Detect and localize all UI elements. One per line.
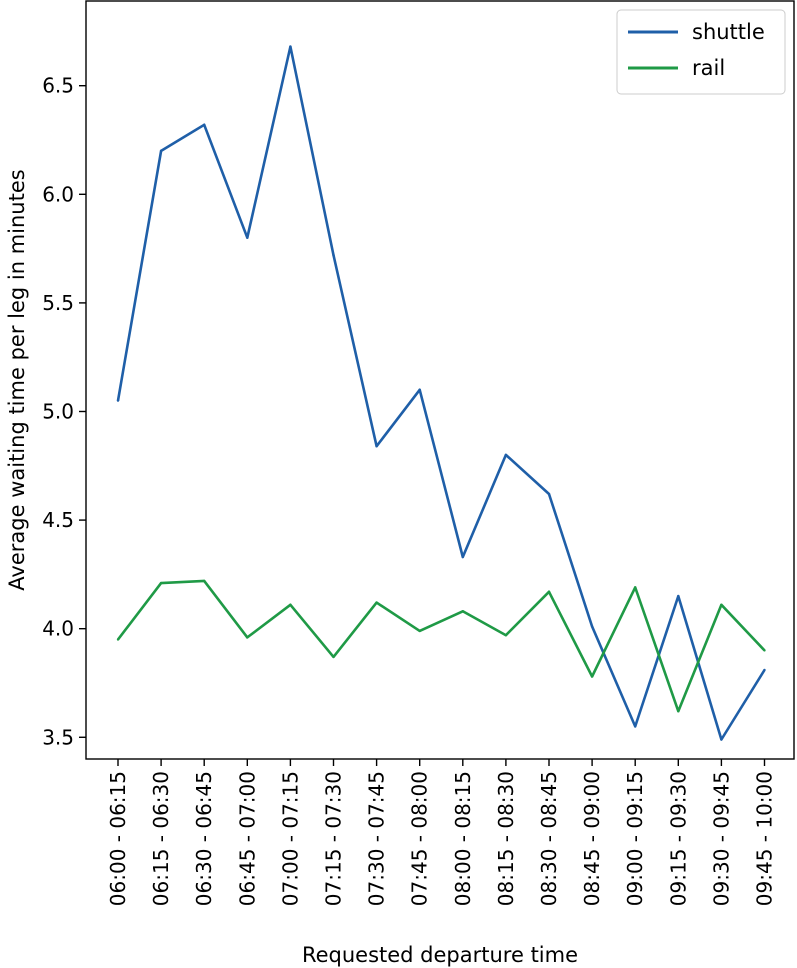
y-tick-label: 5.5 [42, 291, 74, 315]
data-point-shuttle [504, 453, 508, 457]
y-tick-label: 4.0 [42, 617, 74, 641]
data-point-shuttle [461, 555, 464, 559]
x-tick-label: 09:30 - 09:45 [709, 771, 733, 906]
x-tick-label: 07:30 - 07:45 [365, 771, 389, 906]
y-axis-label: Average waiting time per leg in minutes [5, 169, 29, 590]
y-tick-label: 4.5 [42, 508, 74, 532]
data-point-shuttle [418, 388, 421, 391]
data-point-rail [634, 586, 637, 589]
data-point-rail [332, 655, 335, 659]
x-tick-label: 08:30 - 08:45 [537, 771, 561, 906]
plot-frame [85, 0, 795, 760]
data-point-rail [246, 636, 249, 639]
y-axis-ticks: 3.5 4.0 4.5 5.0 5.5 6.0 6.5 [42, 74, 86, 749]
data-point-shuttle [547, 492, 551, 496]
x-tick-label: 07:15 - 07:30 [322, 771, 346, 906]
series-line-shuttle [116, 45, 766, 741]
y-tick-label: 6.0 [42, 182, 74, 206]
x-tick-label: 09:15 - 09:30 [666, 771, 690, 906]
data-point-shuttle [159, 149, 163, 153]
data-point-shuttle [375, 445, 378, 448]
x-tick-label: 07:00 - 07:15 [278, 771, 302, 906]
series-line-rail [116, 579, 766, 713]
x-tick-label: 09:00 - 09:15 [623, 771, 647, 906]
x-tick-label: 08:15 - 08:30 [494, 771, 518, 906]
data-point-rail [763, 649, 766, 652]
x-tick-label: 08:45 - 09:00 [580, 771, 604, 906]
y-tick-label: 5.0 [42, 399, 74, 423]
legend-label-rail: rail [692, 56, 725, 80]
data-point-shuttle [677, 594, 680, 598]
data-point-shuttle [289, 45, 292, 48]
data-point-shuttle [332, 253, 335, 257]
data-point-rail [203, 579, 206, 583]
series-lines [116, 45, 766, 741]
data-point-rail [418, 629, 421, 633]
y-tick-label: 6.5 [42, 74, 74, 98]
data-point-shuttle [116, 399, 120, 402]
data-point-rail [590, 675, 594, 678]
data-point-rail [547, 590, 551, 593]
data-point-shuttle [720, 738, 723, 741]
x-tick-label: 07:45 - 08:00 [408, 771, 432, 906]
data-point-shuttle [590, 625, 594, 628]
data-point-shuttle [634, 725, 637, 728]
x-axis-label: Requested departure time [302, 943, 578, 967]
data-point-rail [159, 581, 163, 585]
data-point-shuttle [246, 236, 249, 239]
y-tick-label: 3.5 [42, 725, 74, 749]
x-tick-label: 06:30 - 06:45 [192, 771, 216, 906]
data-point-shuttle [203, 123, 206, 126]
x-tick-label: 08:00 - 08:15 [451, 771, 475, 906]
data-point-shuttle [763, 668, 766, 672]
data-point-rail [461, 610, 464, 613]
data-point-rail [289, 603, 292, 606]
data-point-rail [677, 710, 680, 713]
data-point-rail [375, 601, 378, 604]
legend: shuttle rail [616, 9, 786, 95]
data-point-rail [504, 634, 508, 637]
x-tick-label: 06:15 - 06:30 [149, 771, 173, 906]
legend-label-shuttle: shuttle [692, 20, 765, 44]
data-point-rail [720, 603, 723, 606]
x-tick-label: 09:45 - 10:00 [753, 771, 777, 906]
data-point-rail [116, 638, 120, 641]
x-tick-label: 06:45 - 07:00 [235, 771, 259, 906]
x-tick-label: 06:00 - 06:15 [106, 771, 130, 906]
x-axis-ticks: 06:00 - 06:15 06:15 - 06:30 06:30 - 06:45 0… [106, 759, 777, 906]
